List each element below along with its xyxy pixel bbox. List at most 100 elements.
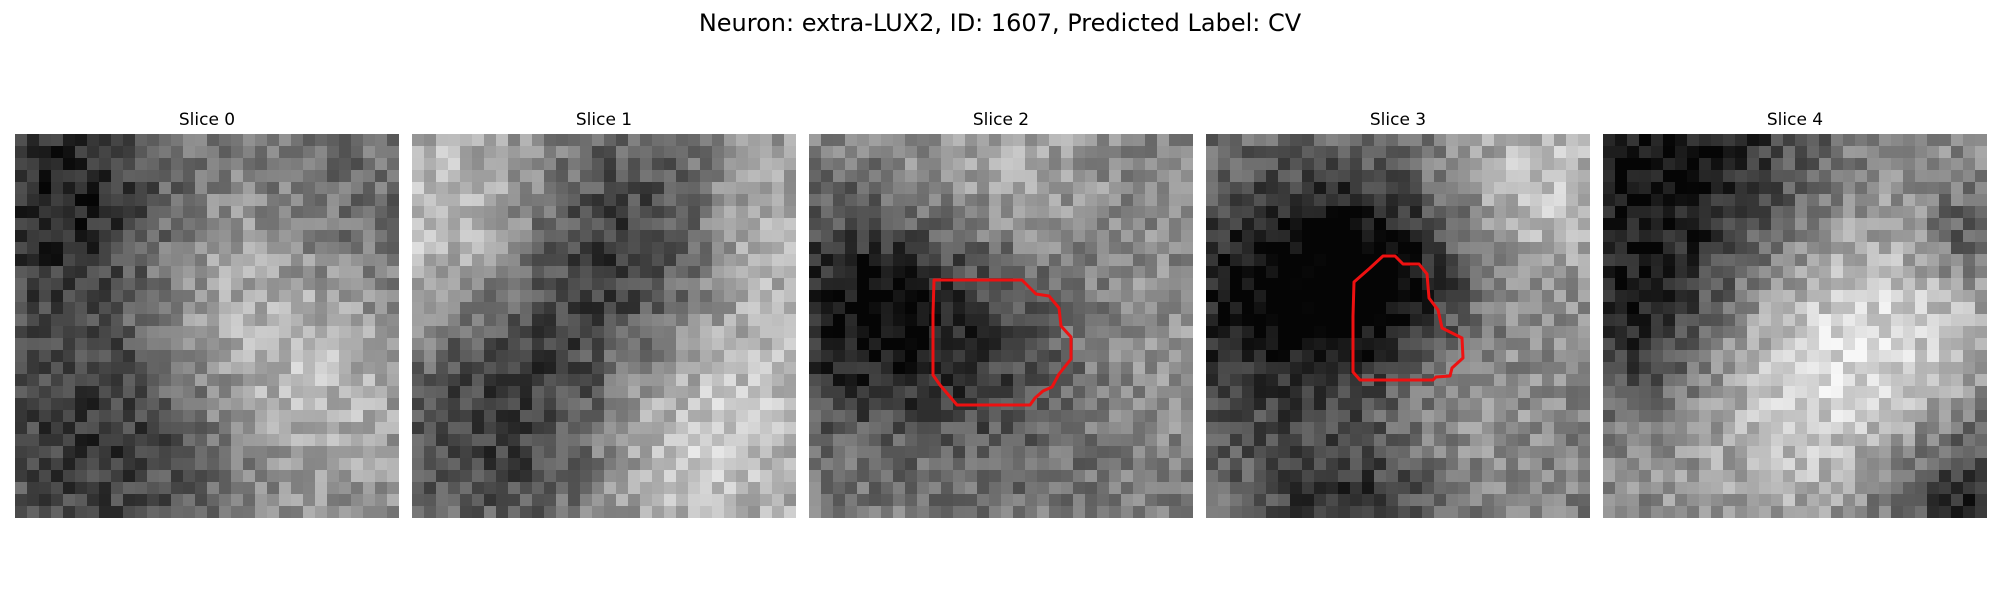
pixel — [1218, 134, 1230, 146]
pixel — [1747, 446, 1759, 458]
pixel — [1855, 338, 1867, 350]
pixel — [1157, 170, 1169, 182]
pixel — [592, 134, 604, 146]
pixel — [375, 494, 387, 506]
pixel — [1169, 194, 1181, 206]
pixel — [784, 302, 796, 314]
pixel — [315, 290, 327, 302]
pixel — [941, 314, 953, 326]
pixel — [1386, 422, 1398, 434]
pixel — [1530, 410, 1542, 422]
pixel — [375, 194, 387, 206]
pixel — [628, 146, 640, 158]
pixel — [640, 446, 652, 458]
pixel — [664, 362, 676, 374]
pixel — [279, 194, 291, 206]
pixel — [75, 350, 87, 362]
pixel — [63, 230, 75, 242]
pixel — [1675, 266, 1687, 278]
pixel — [1230, 182, 1242, 194]
pixel — [1001, 194, 1013, 206]
pixel — [424, 146, 436, 158]
pixel — [87, 494, 99, 506]
pixel — [1290, 434, 1302, 446]
pixel — [508, 470, 520, 482]
pixel — [1891, 170, 1903, 182]
pixel — [1169, 182, 1181, 194]
pixel — [1386, 158, 1398, 170]
pixel — [953, 326, 965, 338]
pixel — [893, 410, 905, 422]
pixel — [1747, 134, 1759, 146]
pixel — [1181, 506, 1193, 518]
pixel — [279, 218, 291, 230]
pixel — [267, 458, 279, 470]
pixel — [1218, 278, 1230, 290]
pixel — [905, 326, 917, 338]
pixel — [1073, 218, 1085, 230]
pixel — [760, 242, 772, 254]
pixel — [1542, 230, 1554, 242]
pixel — [712, 470, 724, 482]
pixel — [568, 506, 580, 518]
pixel — [424, 470, 436, 482]
pixel — [27, 374, 39, 386]
pixel — [664, 326, 676, 338]
pixel — [243, 278, 255, 290]
pixel — [171, 266, 183, 278]
pixel — [532, 362, 544, 374]
pixel — [1927, 434, 1939, 446]
pixel — [893, 338, 905, 350]
pixel — [327, 290, 339, 302]
pixel — [39, 446, 51, 458]
pixel — [1362, 254, 1374, 266]
pixel — [51, 242, 63, 254]
pixel — [1001, 254, 1013, 266]
pixel — [544, 290, 556, 302]
pixel — [1675, 338, 1687, 350]
pixel — [845, 422, 857, 434]
pixel — [1157, 314, 1169, 326]
pixel — [1795, 410, 1807, 422]
pixel — [1326, 446, 1338, 458]
pixel — [460, 410, 472, 422]
pixel — [1603, 458, 1615, 470]
pixel — [1278, 134, 1290, 146]
pixel — [568, 470, 580, 482]
pixel — [1097, 386, 1109, 398]
pixel — [1843, 218, 1855, 230]
pixel — [1927, 422, 1939, 434]
pixel — [460, 242, 472, 254]
pixel — [953, 362, 965, 374]
pixel — [1482, 206, 1494, 218]
pixel — [279, 242, 291, 254]
pixel — [1951, 290, 1963, 302]
pixel — [1278, 194, 1290, 206]
pixel — [1699, 410, 1711, 422]
pixel — [111, 206, 123, 218]
pixel — [604, 374, 616, 386]
pixel — [1374, 158, 1386, 170]
pixel — [279, 182, 291, 194]
pixel — [123, 242, 135, 254]
pixel — [1963, 266, 1975, 278]
pixel — [363, 194, 375, 206]
pixel — [508, 482, 520, 494]
pixel — [123, 410, 135, 422]
pixel — [1819, 290, 1831, 302]
pixel — [1218, 374, 1230, 386]
pixel — [1735, 374, 1747, 386]
pixel — [532, 494, 544, 506]
pixel — [219, 338, 231, 350]
pixel — [1530, 230, 1542, 242]
pixel — [1723, 350, 1735, 362]
pixel — [1350, 194, 1362, 206]
pixel — [1879, 398, 1891, 410]
pixel — [580, 326, 592, 338]
pixel — [1951, 398, 1963, 410]
pixel — [676, 230, 688, 242]
pixel — [1843, 386, 1855, 398]
pixel — [1133, 338, 1145, 350]
pixel — [39, 374, 51, 386]
pixel — [1687, 158, 1699, 170]
